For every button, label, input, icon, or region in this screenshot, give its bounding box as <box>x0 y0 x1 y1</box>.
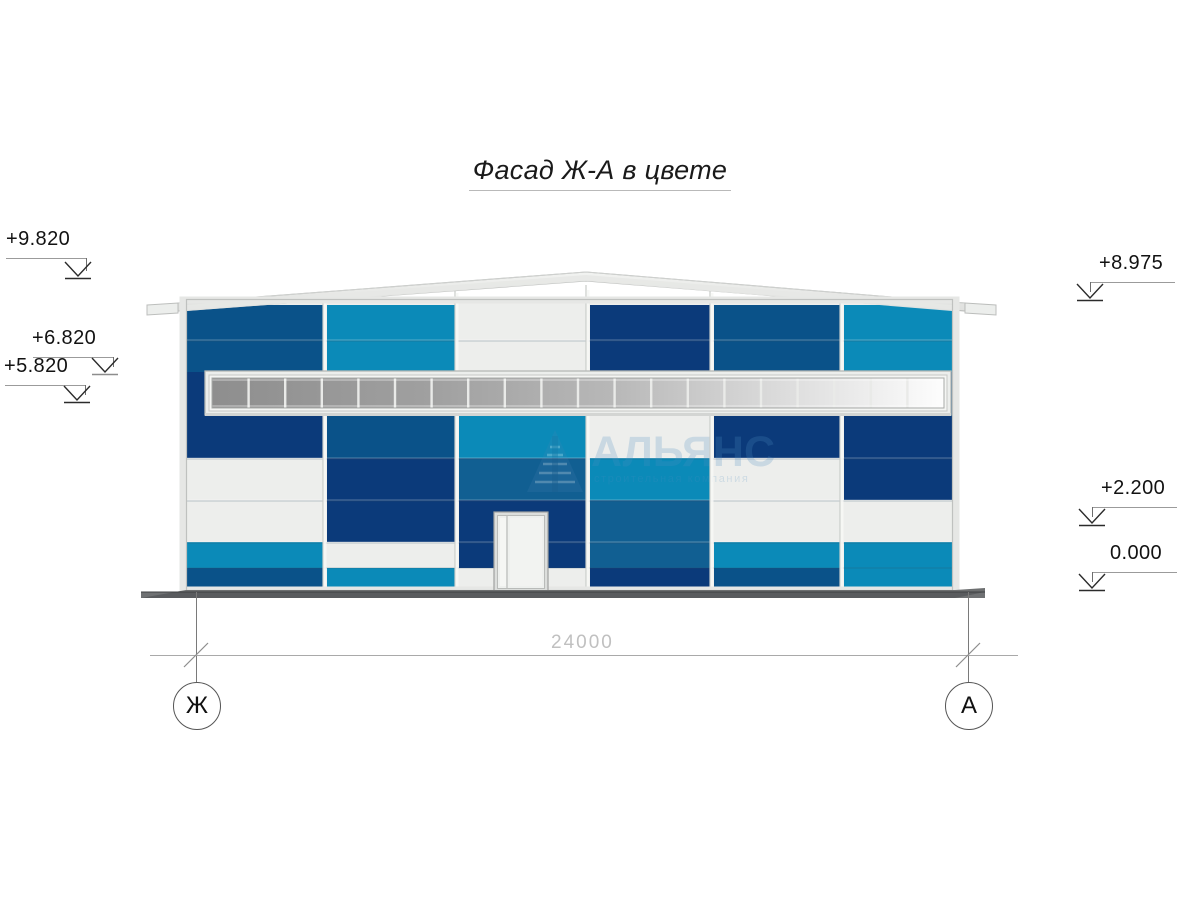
ground-line <box>141 588 985 598</box>
level-mark-0000-label: 0.000 <box>1110 542 1163 564</box>
watermark-tagline: строительная компания <box>594 473 749 485</box>
drawing-title-text: Фасад Ж-А в цвете <box>468 155 732 191</box>
axis-bubble-a[interactable]: А <box>945 682 993 730</box>
axis-bubble-zh-label: Ж <box>185 692 209 719</box>
axis-bubble-zh[interactable]: Ж <box>173 682 221 730</box>
watermark-alliance: АЛЬЯНС строительная компания <box>527 428 775 492</box>
ribbon-window-band <box>204 370 952 416</box>
facade-panel-field <box>187 305 952 590</box>
axis-bubble-a-label: А <box>960 692 977 719</box>
gable-roof <box>146 271 997 316</box>
watermark-brand: АЛЬЯНС <box>591 428 775 476</box>
entrance-door <box>490 511 552 595</box>
window-mullions <box>247 378 909 408</box>
level-mark-5820-label: +5.820 <box>4 355 69 377</box>
level-mark-8975-label: +8.975 <box>1099 252 1164 274</box>
level-mark-6820-label: +6.820 <box>32 327 97 349</box>
level-mark-9820-label: +9.820 <box>6 228 71 250</box>
overall-dimension-label: 24000 <box>551 632 614 653</box>
drawing-title: Фасад Ж-А в цвете <box>0 155 1200 191</box>
level-mark-2200-label: +2.200 <box>1101 477 1166 499</box>
